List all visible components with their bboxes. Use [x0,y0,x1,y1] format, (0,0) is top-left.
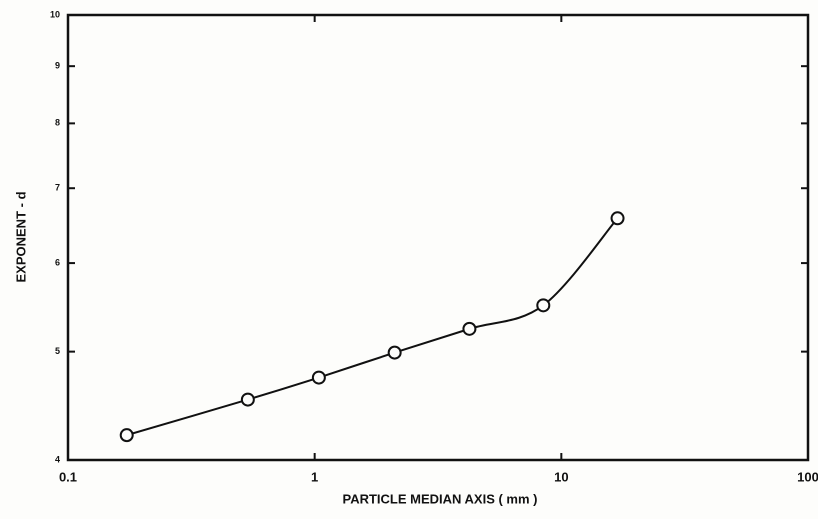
data-point [119,428,134,443]
data-point [387,345,402,360]
y-axis-label: EXPONENT - d [13,191,28,282]
y-tick-label: 7 [55,183,60,193]
x-tick-label: 0.1 [59,469,77,484]
data-point [311,370,326,385]
y-tick-label: 8 [55,118,60,128]
data-point [610,211,625,226]
x-tick-label: 100 [797,469,818,484]
x-tick-label: 10 [554,469,568,484]
data-point [462,321,477,336]
x-axis-label: PARTICLE MEDIAN AXIS ( mm ) [342,491,537,506]
y-tick-label: 10 [50,9,60,19]
y-tick-label: 5 [55,346,60,356]
data-point [536,298,551,313]
plot-frame [66,13,810,462]
y-tick-label: 4 [55,454,60,464]
x-tick-label: 1 [311,469,318,484]
data-line [126,217,619,437]
y-tick-label: 9 [55,61,60,71]
data-point [240,392,255,407]
y-tick-label: 6 [55,257,60,267]
